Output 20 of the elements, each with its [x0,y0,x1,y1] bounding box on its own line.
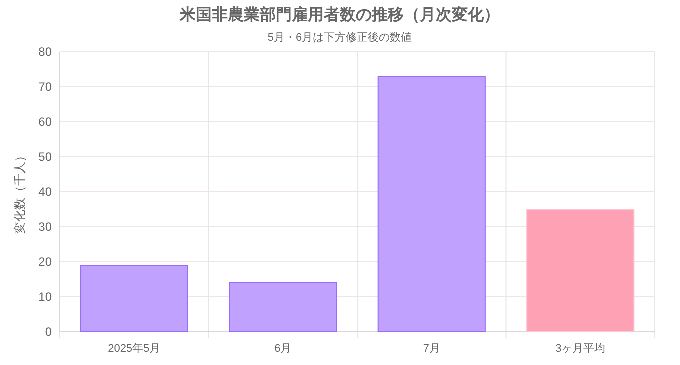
chart-subtitle: 5月・6月は下方修正後の数値 [268,31,412,44]
bar [80,265,188,332]
y-tick-label: 20 [38,255,52,269]
y-tick-label: 30 [38,220,52,234]
y-tick-label: 70 [38,80,52,94]
bar [229,282,338,332]
bar [378,76,486,332]
y-tick-label: 0 [45,325,52,339]
y-tick-label: 50 [38,150,52,164]
y-tick-label: 10 [38,290,52,304]
chart-title: 米国非農業部門雇用者数の推移（月次変化） [179,5,500,24]
x-tick-label: 7月 [423,343,440,355]
y-tick-label: 80 [38,45,52,59]
x-tick-label: 6月 [274,343,292,355]
x-tick-label: 3ヶ月平均 [556,343,606,355]
y-tick-label: 40 [38,185,52,199]
y-axis-title: 変化数（千人） [13,150,27,234]
bar [526,209,635,332]
y-tick-label: 60 [38,115,52,129]
x-tick-label: 2025年5月 [108,343,161,355]
